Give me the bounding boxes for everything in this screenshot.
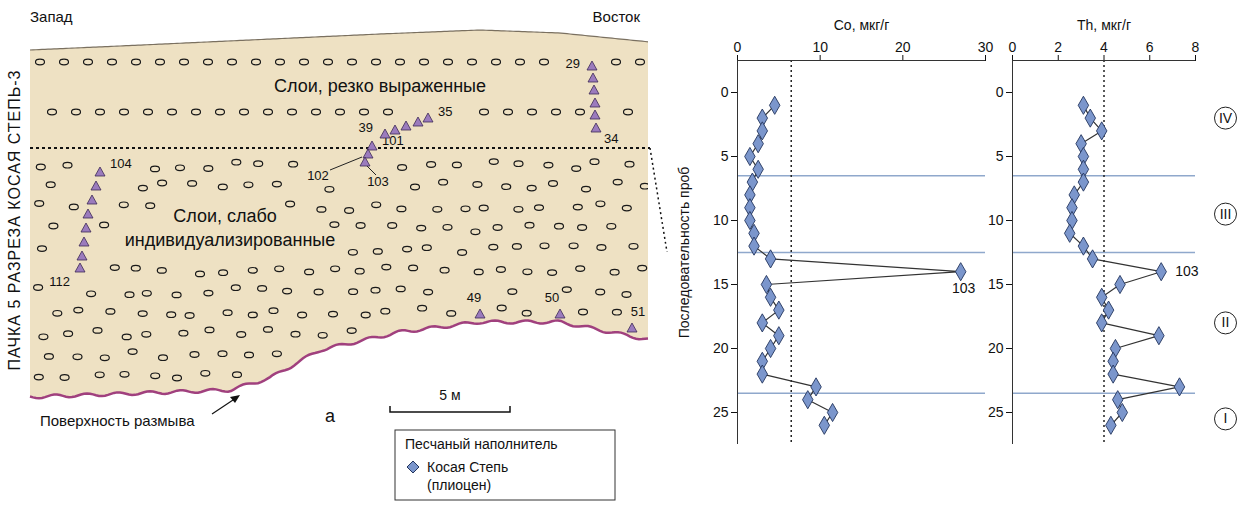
svg-text:IV: IV bbox=[1219, 110, 1233, 126]
svg-text:5 м: 5 м bbox=[439, 387, 460, 403]
svg-text:50: 50 bbox=[545, 290, 559, 305]
svg-text:20: 20 bbox=[713, 340, 729, 356]
svg-text:20: 20 bbox=[988, 340, 1004, 356]
svg-text:34: 34 bbox=[604, 131, 618, 146]
svg-text:Восток: Восток bbox=[593, 8, 641, 25]
svg-text:Th, мкг/г: Th, мкг/г bbox=[1077, 17, 1131, 33]
svg-text:Запад: Запад bbox=[30, 8, 73, 25]
svg-text:10: 10 bbox=[988, 212, 1004, 228]
svg-text:II: II bbox=[1222, 314, 1230, 330]
svg-text:102: 102 bbox=[307, 168, 329, 183]
svg-text:10: 10 bbox=[812, 39, 828, 55]
svg-text:5: 5 bbox=[996, 148, 1004, 164]
svg-text:0: 0 bbox=[734, 39, 742, 55]
svg-text:0: 0 bbox=[1009, 39, 1017, 55]
svg-text:103: 103 bbox=[952, 280, 976, 296]
svg-text:29: 29 bbox=[566, 56, 580, 71]
svg-text:I: I bbox=[1224, 410, 1228, 426]
svg-text:101: 101 bbox=[382, 133, 404, 148]
svg-text:103: 103 bbox=[1175, 263, 1199, 279]
svg-text:а: а bbox=[325, 406, 336, 426]
svg-text:15: 15 bbox=[713, 276, 729, 292]
svg-text:(плиоцен): (плиоцен) bbox=[427, 477, 491, 493]
svg-text:103: 103 bbox=[367, 174, 389, 189]
svg-text:15: 15 bbox=[988, 276, 1004, 292]
svg-text:индивидуализированные: индивидуализированные bbox=[125, 230, 336, 250]
svg-text:Слои, слабо: Слои, слабо bbox=[173, 206, 277, 226]
svg-text:Песчаный наполнитель: Песчаный наполнитель bbox=[405, 436, 558, 452]
svg-text:20: 20 bbox=[895, 39, 911, 55]
svg-text:4: 4 bbox=[1100, 39, 1108, 55]
svg-text:25: 25 bbox=[713, 404, 729, 420]
svg-text:39: 39 bbox=[359, 120, 373, 135]
svg-text:5: 5 bbox=[721, 148, 729, 164]
svg-text:25: 25 bbox=[988, 404, 1004, 420]
svg-text:Последовательность проб: Последовательность проб bbox=[676, 167, 692, 339]
svg-text:51: 51 bbox=[631, 304, 645, 319]
svg-text:104: 104 bbox=[110, 156, 132, 171]
svg-text:Слои, резко выраженные: Слои, резко выраженные bbox=[274, 76, 486, 96]
svg-text:30: 30 bbox=[978, 39, 994, 55]
svg-text:112: 112 bbox=[49, 274, 70, 289]
svg-text:8: 8 bbox=[1192, 39, 1200, 55]
svg-text:Поверхность размыва: Поверхность размыва bbox=[40, 412, 195, 429]
svg-text:10: 10 bbox=[713, 212, 729, 228]
svg-text:35: 35 bbox=[438, 104, 452, 119]
svg-text:6: 6 bbox=[1146, 39, 1154, 55]
svg-text:ПАЧКА 5 РАЗРЕЗА КОСАЯ СТЕПЬ-3: ПАЧКА 5 РАЗРЕЗА КОСАЯ СТЕПЬ-3 bbox=[6, 69, 23, 370]
svg-text:49: 49 bbox=[467, 290, 481, 305]
svg-text:2: 2 bbox=[1054, 39, 1062, 55]
svg-text:0: 0 bbox=[996, 84, 1004, 100]
svg-text:0: 0 bbox=[721, 84, 729, 100]
svg-text:Косая Степь: Косая Степь bbox=[427, 459, 508, 475]
svg-text:III: III bbox=[1220, 206, 1232, 222]
svg-text:Co, мкг/г: Co, мкг/г bbox=[834, 17, 890, 33]
